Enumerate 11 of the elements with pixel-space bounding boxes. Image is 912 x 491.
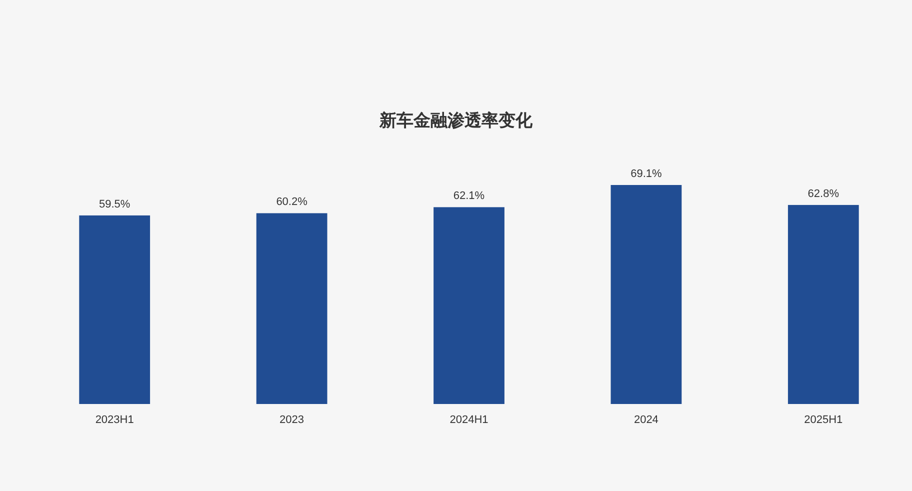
data-label: 60.2% bbox=[276, 196, 308, 208]
data-label: 62.1% bbox=[453, 190, 485, 202]
x-tick-label: 2025H1 bbox=[804, 414, 843, 426]
chart-title: 新车金融渗透率变化 bbox=[378, 111, 534, 130]
x-tick-label: 2024H1 bbox=[450, 414, 488, 426]
data-label: 62.8% bbox=[808, 188, 840, 200]
data-label: 69.1% bbox=[630, 168, 662, 180]
x-tick-label: 2023H1 bbox=[95, 414, 134, 426]
data-label: 59.5% bbox=[99, 198, 130, 210]
x-tick-label: 2024 bbox=[634, 414, 658, 426]
x-tick-label: 2023 bbox=[280, 414, 304, 426]
